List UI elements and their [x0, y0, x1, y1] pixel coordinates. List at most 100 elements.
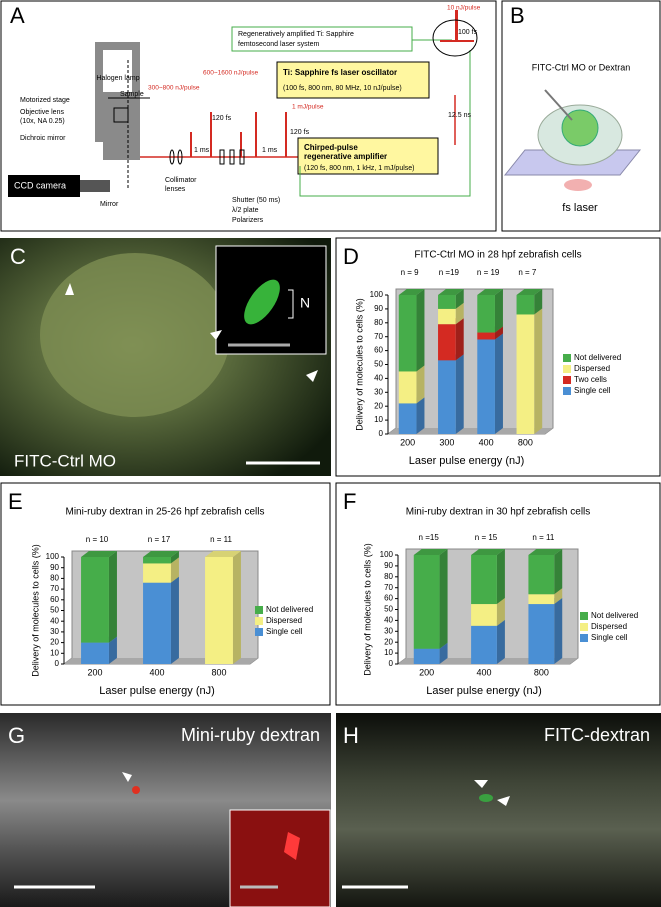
label: Chirped-pulse — [304, 143, 358, 152]
bar-side — [494, 333, 503, 434]
bar-segment — [477, 295, 495, 333]
panel-letter: E — [8, 489, 23, 514]
label: (100 fs, 800 nm, 80 MHz, 10 nJ/pulse) — [283, 85, 402, 92]
label: λ/2 plate — [232, 207, 259, 214]
bar-segment — [81, 557, 109, 643]
label: Mini-ruby dextran — [181, 725, 320, 745]
y-axis-label: Delivery of molecules to cells (%) — [30, 544, 40, 677]
legend-swatch — [255, 628, 263, 636]
y-tick-label: 10 — [50, 648, 59, 657]
legend-swatch — [563, 365, 571, 373]
legend-label: Dispersed — [574, 364, 610, 373]
x-tick-label: 800 — [211, 667, 226, 677]
bar-segment — [516, 314, 535, 434]
bar-segment — [477, 339, 495, 434]
cell — [479, 794, 493, 802]
y-tick-label: 40 — [374, 374, 383, 383]
legend-label: Dispersed — [591, 622, 627, 631]
label: (10x, NA 0.25) — [20, 118, 65, 125]
legend-swatch — [580, 612, 588, 620]
legend-swatch — [563, 376, 571, 384]
chart-title: Mini-ruby dextran in 25-26 hpf zebrafish… — [66, 507, 265, 518]
bar-side — [455, 289, 464, 309]
label: Ti: Sapphire fs laser oscillator — [283, 68, 397, 77]
y-tick-label: 10 — [374, 415, 383, 424]
bar-top — [81, 551, 117, 557]
chart-title: FITC-Ctrl MO in 28 hpf zebrafish cells — [414, 250, 581, 261]
label: femtosecond laser system — [238, 41, 319, 48]
n-label: n = 11 — [532, 533, 554, 542]
y-axis-label: Delivery of molecules to cells (%) — [354, 298, 364, 431]
y-tick-label: 20 — [374, 401, 383, 410]
bar-side — [554, 598, 563, 664]
x-tick-label: 200 — [87, 667, 102, 677]
label: Motorized stage — [20, 97, 70, 104]
bar-segment — [81, 642, 109, 664]
bar-top — [528, 549, 563, 555]
y-tick-label: 30 — [50, 627, 59, 636]
legend-label: Not delivered — [591, 611, 638, 620]
bar-side — [494, 326, 503, 340]
label: 300~800 nJ/pulse — [148, 85, 200, 92]
bar-segment — [398, 295, 417, 372]
bar-segment — [528, 555, 555, 595]
chart-title: Mini-ruby dextran in 30 hpf zebrafish ce… — [406, 507, 591, 518]
y-tick-label: 80 — [374, 318, 383, 327]
legend-swatch — [255, 617, 263, 625]
y-axis-label: Delivery of molecules to cells (%) — [362, 543, 372, 676]
bar-segment — [143, 563, 171, 583]
legend-label: Not delivered — [266, 605, 313, 614]
legend-swatch — [563, 387, 571, 395]
arrowheads — [474, 780, 510, 806]
legend-label: Single cell — [591, 633, 628, 642]
bar-top — [143, 551, 179, 557]
bar-segment — [413, 648, 440, 664]
bar-side — [108, 636, 117, 664]
legend-label: Dispersed — [266, 616, 302, 625]
bar-top — [205, 551, 241, 557]
bar-top — [398, 289, 425, 295]
bar-side — [455, 318, 464, 361]
arrowheads — [65, 283, 318, 382]
label: FITC-Ctrl MO or Dextran — [532, 62, 631, 72]
bar-segment — [471, 625, 497, 664]
label: Shutter (50 ms) — [232, 197, 280, 204]
bar-top — [471, 549, 505, 555]
bracket — [288, 289, 294, 319]
y-tick-label: 0 — [55, 659, 60, 668]
n-label: n = 10 — [86, 535, 109, 544]
legend-swatch — [580, 634, 588, 642]
label: Halogen lamp — [96, 75, 139, 82]
label: N — [300, 295, 310, 311]
n-label: n =19 — [439, 268, 460, 277]
bar-segment — [398, 371, 417, 404]
x-tick-label: 800 — [534, 667, 549, 677]
legend-label: Single cell — [266, 627, 303, 636]
bar-side — [496, 619, 505, 664]
label: Polarizers — [232, 217, 264, 224]
y-tick-label: 60 — [50, 595, 59, 604]
laser-glow — [564, 179, 592, 191]
bar-segment — [471, 555, 497, 605]
y-tick-label: 60 — [374, 346, 383, 355]
x-axis-label: Laser pulse energy (nJ) — [426, 685, 542, 697]
x-tick-label: 400 — [479, 437, 494, 447]
microscope-base — [103, 130, 140, 160]
label: (120 fs, 800 nm, 1 kHz, 1 mJ/pulse) — [304, 165, 415, 172]
x-tick-label: 200 — [400, 437, 415, 447]
y-tick-label: 100 — [380, 550, 394, 559]
amplifier-box — [297, 137, 439, 175]
label: 100 fs — [458, 29, 478, 36]
panel-letter: D — [343, 244, 359, 269]
label: 600~1600 nJ/pulse — [203, 70, 259, 77]
n-label: n = 17 — [148, 535, 171, 544]
legend-swatch — [563, 354, 571, 362]
bar-top — [438, 289, 464, 295]
y-tick-label: 100 — [370, 290, 384, 299]
bar-side — [496, 549, 505, 605]
label: FITC-dextran — [544, 725, 650, 745]
x-tick-label: 400 — [149, 667, 164, 677]
x-tick-label: 200 — [419, 667, 434, 677]
bar-side — [554, 549, 563, 595]
